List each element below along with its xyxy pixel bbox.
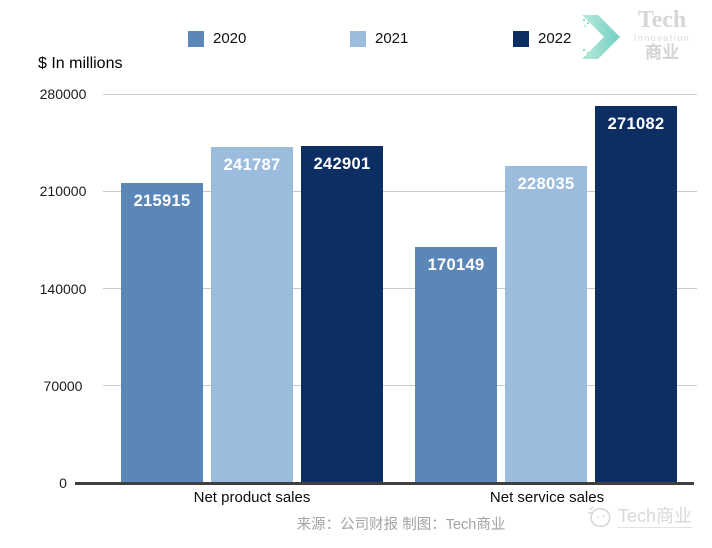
- bar-2021-2: 228035: [505, 166, 587, 483]
- bar-2022-2: 271082: [595, 106, 677, 483]
- legend-label-2022: 2022: [538, 30, 572, 47]
- legend-label-2021: 2021: [375, 30, 409, 47]
- bar-2022-1: 242901: [301, 145, 383, 483]
- x-category-label: Net product sales: [193, 489, 311, 506]
- brand-logo-line1: Tech: [637, 7, 687, 33]
- bar-2020-2: 170149: [415, 246, 497, 483]
- source-credit: 来源：公司财报 制图：Tech商业: [296, 517, 506, 533]
- bar-2021-1: 241787: [211, 147, 293, 483]
- bar-value-label: 271082: [607, 115, 665, 134]
- watermark: Tech商业: [586, 502, 693, 530]
- brand-logo-text: Tech Innovation 商业: [618, 8, 706, 62]
- gridline-280000: [103, 93, 697, 95]
- gridline-70000: [103, 385, 697, 387]
- y-tick-label: 210000: [39, 183, 87, 200]
- legend-label-2020: 2020: [213, 30, 247, 47]
- brand-logo-line3: 商业: [645, 43, 679, 62]
- bar-value-label: 242901: [313, 154, 371, 173]
- bar-2020-1: 215915: [121, 183, 203, 483]
- bar-value-label: 228035: [517, 175, 575, 194]
- bar-value-label: 241787: [223, 156, 281, 175]
- y-tick-label: 70000: [43, 377, 83, 394]
- watermark-text: Tech商业: [618, 505, 693, 528]
- x-axis-line: [75, 481, 694, 485]
- bar-value-label: 170149: [427, 255, 485, 274]
- bar-value-label: 215915: [133, 192, 191, 211]
- legend-item-2021: 2021: [350, 31, 408, 47]
- legend-swatch-2022: [513, 31, 529, 47]
- brand-logo-line2: Innovation: [633, 33, 691, 43]
- legend-item-2020: 2020: [188, 31, 246, 47]
- y-tick-label: 280000: [39, 86, 87, 102]
- x-category-label: Net service sales: [489, 489, 605, 506]
- legend-swatch-2021: [350, 31, 366, 47]
- arrow-icon: [582, 15, 620, 59]
- brand-logo: Tech Innovation 商业: [580, 8, 708, 66]
- legend-item-2022: 2022: [513, 31, 571, 47]
- legend-swatch-2020: [188, 31, 204, 47]
- doodle-stamp-icon: [588, 506, 611, 528]
- gridline-140000: [103, 288, 697, 289]
- y-tick-label: 0: [59, 475, 67, 491]
- y-axis-title: $ In millions: [38, 55, 123, 72]
- gridline-210000: [103, 190, 697, 192]
- y-tick-label: 140000: [39, 280, 87, 297]
